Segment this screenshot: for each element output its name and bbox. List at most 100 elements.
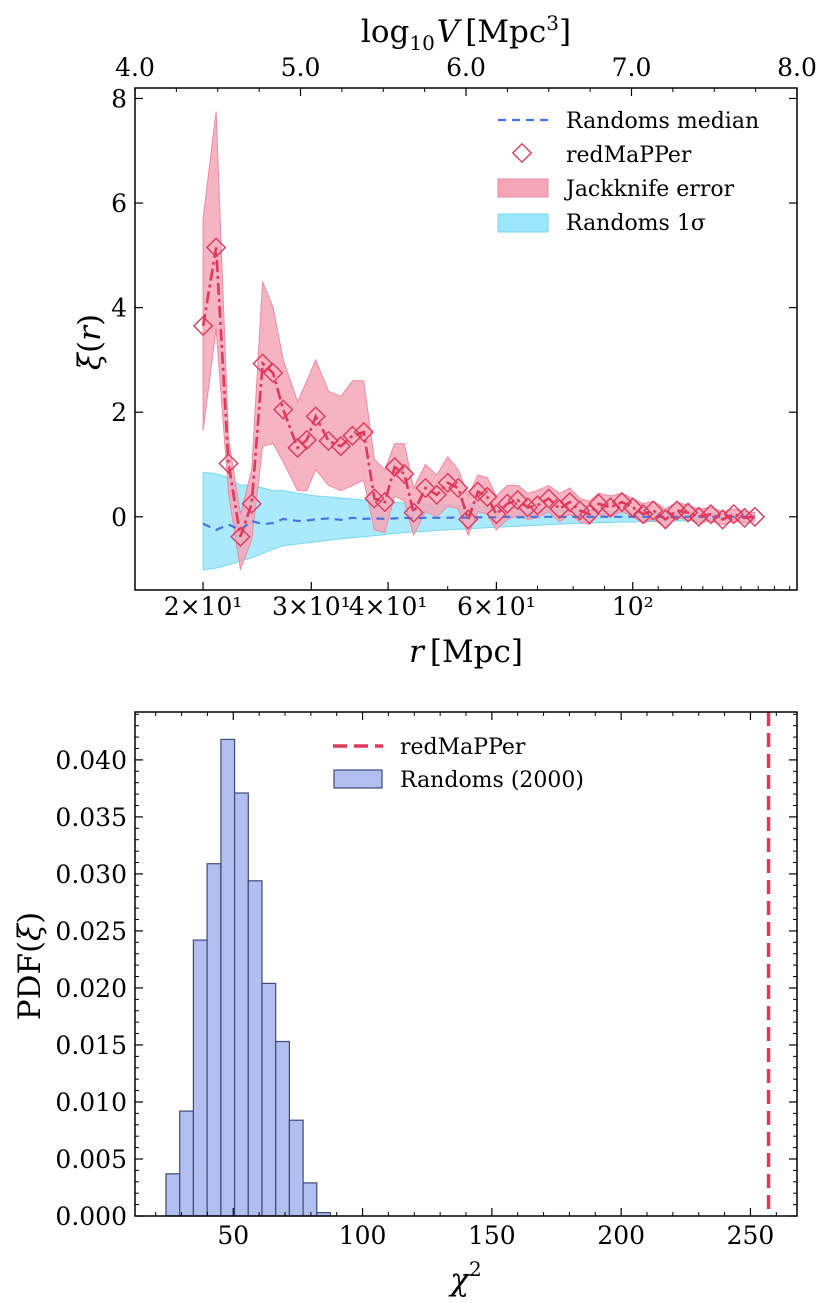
redmapper-point	[353, 421, 374, 443]
redmapper-point	[622, 497, 643, 518]
redmapper-point	[437, 472, 458, 493]
redmapper-point	[218, 453, 239, 474]
redmapper-point	[477, 486, 498, 508]
chi2-y-tick-label: 0.040	[55, 746, 127, 775]
chi2-x-tick-label: 200	[597, 1221, 645, 1250]
histogram-bar	[179, 1110, 194, 1217]
top-tick-label: 5.0	[281, 53, 321, 82]
redmapper-point	[655, 509, 676, 530]
redmapper-point	[633, 504, 654, 525]
redmapper-point	[230, 526, 251, 547]
x-tick-label: 3×10¹	[272, 592, 351, 621]
redmapper-point	[517, 497, 538, 518]
chi2-y-tick-label: 0.010	[55, 1088, 127, 1117]
x-tick-label: 10²	[612, 592, 654, 621]
redmapper-point	[538, 488, 559, 509]
redmapper-point	[192, 315, 214, 337]
chi2-ticks	[135, 712, 797, 1217]
y-tick-label: 4	[111, 294, 127, 323]
randoms-histogram	[165, 738, 332, 1217]
legend-redmapper-label: redMaPPer	[566, 143, 692, 168]
top-tick-label: 8.0	[777, 53, 817, 82]
top-tick-label: 7.0	[612, 53, 652, 82]
redmapper-point	[600, 497, 621, 518]
y-axis-label: ξ(r)	[72, 314, 108, 370]
chi2-x-tick-label: 150	[468, 1221, 516, 1250]
top-tick-label: 6.0	[446, 53, 486, 82]
x-tick-label: 4×10¹	[349, 592, 428, 621]
histogram-bar	[206, 863, 222, 1217]
chi2-y-tick-label: 0.035	[55, 803, 127, 832]
legend-jackknife-label: Jackknife error	[564, 177, 735, 202]
y-tick-label: 6	[111, 189, 127, 218]
xi-ticks	[134, 88, 798, 590]
redmapper-point	[374, 491, 395, 513]
legend-redmapper-line-label: redMaPPer	[400, 735, 526, 760]
histogram-bar	[234, 792, 249, 1217]
redmapper-point	[364, 488, 385, 509]
redmapper-point	[643, 500, 664, 521]
redmapper-markers	[192, 237, 766, 547]
histogram-bar	[275, 1040, 291, 1217]
redmapper-point	[458, 509, 479, 530]
x-axis-label: r [Mpc]	[409, 634, 523, 670]
x-tick-label: 2×10¹	[164, 592, 243, 621]
redmapper-point	[252, 353, 273, 374]
legend-randoms-hist-swatch	[333, 769, 383, 789]
redmapper-point	[205, 237, 227, 258]
legend-randoms-1sigma-swatch	[497, 213, 549, 233]
legend-randoms-1sigma-label: Randoms 1σ	[566, 211, 706, 236]
y-tick-label: 0	[111, 503, 127, 532]
histogram-bar	[261, 982, 277, 1217]
y-tick-label: 2	[111, 398, 127, 427]
redmapper-point	[384, 456, 405, 478]
redmapper-point	[497, 493, 518, 514]
redmapper-point	[330, 436, 351, 457]
chi2-y-tick-label: 0.015	[55, 1031, 127, 1060]
chi2-y-tick-label: 0.025	[55, 917, 127, 946]
redmapper-point	[723, 504, 744, 525]
redmapper-point	[342, 425, 363, 446]
redmapper-point	[448, 477, 469, 499]
redmapper-point	[700, 504, 722, 525]
chi2-x-tick-label: 250	[727, 1221, 775, 1250]
legend-redmapper-marker	[511, 142, 533, 164]
redmapper-point	[549, 498, 570, 520]
chi2-y-tick-label: 0.005	[55, 1145, 127, 1174]
chi2-y-tick-label: 0.030	[55, 860, 127, 889]
chi2-x-axis-label: χ2	[448, 1257, 482, 1298]
redmapper-point	[744, 506, 766, 527]
legend-jackknife-swatch	[497, 178, 549, 198]
redmapper-point	[273, 399, 294, 420]
histogram-bar	[247, 880, 263, 1217]
redmapper-point	[262, 362, 284, 384]
histogram-bar	[192, 939, 208, 1217]
redmapper-point	[426, 484, 447, 505]
chi2-x-tick-label: 100	[339, 1221, 387, 1250]
redmapper-point	[394, 463, 415, 485]
top-tick-label: 4.0	[115, 53, 155, 82]
histogram-bar	[302, 1182, 318, 1217]
xi-legend: Randoms median redMaPPer Jackknife error…	[497, 109, 759, 236]
chi2-panel: 0.000 0.005 0.010 0.015 0.020 0.025 0.030 0.035…	[12, 711, 798, 1298]
redmapper-point	[588, 493, 609, 514]
chi2-legend: redMaPPer Randoms (2000)	[333, 735, 584, 793]
chi2-y-tick-label: 0.020	[55, 974, 127, 1003]
x-tick-label: 6×10¹	[457, 592, 536, 621]
chi2-tick-labels: 0.000 0.005 0.010 0.015 0.020 0.025 0.030 0.035…	[55, 746, 774, 1250]
redmapper-point	[486, 504, 507, 525]
y-tick-label: 8	[111, 84, 127, 113]
redmapper-point	[569, 500, 590, 521]
redmapper-point	[305, 406, 326, 427]
legend-randoms-median-label: Randoms median	[566, 109, 759, 134]
redmapper-point	[287, 437, 308, 458]
chi2-y-axis-label: PDF(ξ)	[12, 912, 48, 1021]
histogram-bar	[220, 738, 236, 1217]
redmapper-point	[677, 502, 699, 523]
redmapper-point	[712, 509, 733, 530]
redmapper-point	[467, 481, 489, 502]
histogram-bar	[288, 1119, 304, 1217]
